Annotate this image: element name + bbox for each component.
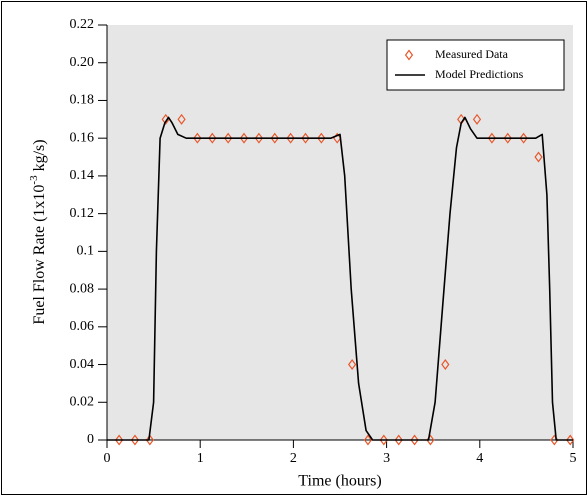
model-line [107,116,573,441]
data-point [503,132,512,144]
y-tick-label: 0.18 [70,93,95,108]
y-axis-label: Fuel Flow Rate (1x10-3 kg/s) [28,139,48,324]
data-point [193,132,202,144]
x-tick-label: 2 [290,451,297,466]
data-point [441,359,450,371]
legend-label: Model Predictions [435,67,524,81]
data-point [347,359,357,371]
x-axis-label: Time (hours) [298,473,381,490]
y-tick-label: 0.06 [70,319,95,334]
data-point [177,113,186,125]
data-point [270,132,279,144]
x-tick-label: 1 [197,451,204,466]
data-point [145,434,154,446]
y-tick-label: 0.14 [70,168,95,183]
data-point [301,132,310,144]
data-point [114,434,124,446]
data-point [286,132,295,144]
data-point [130,434,140,446]
y-tick-label: 0.1 [77,244,95,259]
data-point [317,132,326,144]
x-tick-label: 5 [570,451,577,466]
data-point [487,132,497,144]
legend-box [386,39,565,91]
y-tick-label: 0.12 [70,206,95,221]
x-tick-label: 4 [476,451,483,466]
legend-label: Measured Data [435,47,509,61]
x-tick-label: 0 [104,451,111,466]
y-tick-label: 0.22 [70,17,95,32]
y-tick-label: 0.04 [70,357,95,372]
data-point [410,434,419,446]
y-tick-label: 0.16 [70,130,95,145]
y-tick-label: 0.20 [70,55,95,70]
y-label-text: kg/s) [31,139,48,175]
y-tick-label: 0.02 [70,394,95,409]
data-point [363,434,373,446]
data-point [394,434,403,446]
plot-area [107,25,573,440]
y-tick-label: 0.08 [70,281,95,296]
data-point [224,132,233,144]
data-point [379,434,388,446]
y-label-text: Fuel Flow Rate (1x10 [31,185,48,325]
data-point [208,132,217,144]
data-point [254,132,264,144]
data-point [472,113,482,125]
y-tick-label: 0 [87,432,94,447]
legend-symbol [404,49,414,61]
x-tick-label: 3 [383,451,390,466]
data-point [566,434,575,446]
data-point [239,132,249,144]
y-label-sup: -3 [28,175,40,185]
data-point [534,151,543,163]
data-point [519,132,528,144]
